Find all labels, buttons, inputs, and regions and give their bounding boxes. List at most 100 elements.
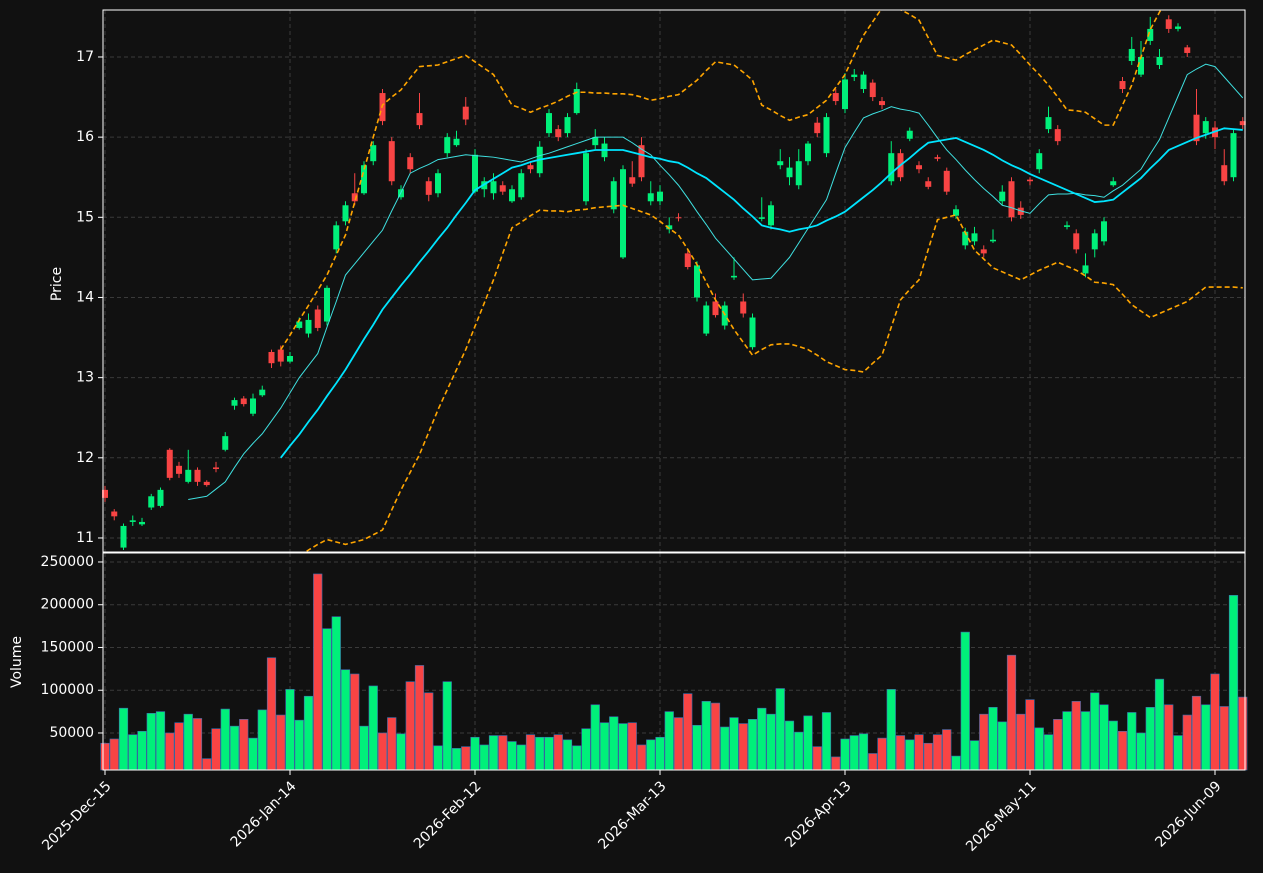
volume-bar <box>951 755 961 771</box>
candle-body <box>934 157 941 159</box>
candle-body <box>231 400 238 406</box>
volume-bar <box>498 735 508 771</box>
candle-body <box>296 321 303 328</box>
candle-body <box>638 145 645 178</box>
candle-body <box>731 275 737 278</box>
candle-body <box>287 355 293 362</box>
volume-bar <box>1228 595 1239 771</box>
volume-bar <box>886 689 896 771</box>
candle-body <box>814 122 821 134</box>
volume-bar <box>1034 727 1044 771</box>
candle-body <box>555 129 562 138</box>
volume-bar <box>544 736 554 771</box>
candle-body <box>1165 19 1172 29</box>
volume-bar <box>757 707 767 771</box>
volume-bar <box>969 740 980 771</box>
candle-body <box>1045 117 1052 130</box>
volume-bar <box>794 731 804 771</box>
candle-body <box>1054 129 1061 142</box>
y-tick-label: 12 <box>76 450 94 466</box>
candle-body <box>305 319 312 334</box>
volume-bar <box>155 711 166 771</box>
candle-body <box>999 191 1006 202</box>
volume-bar <box>1053 718 1063 771</box>
candle-body <box>805 143 811 162</box>
candle-body <box>916 165 922 170</box>
candle-body <box>851 74 858 78</box>
volume-bar <box>294 719 304 771</box>
candle-body <box>194 469 201 482</box>
volume-bar <box>1145 707 1155 771</box>
candle-body <box>777 161 784 166</box>
volume-bar <box>303 695 314 771</box>
volume-bar <box>1210 673 1220 771</box>
volume-bar <box>128 734 138 771</box>
volume-bar <box>701 701 711 771</box>
marks <box>100 15 1248 771</box>
volume-bar <box>858 733 869 771</box>
candle-body <box>120 525 127 548</box>
candle-body <box>832 93 839 102</box>
volume-bar <box>868 753 878 771</box>
candle-body <box>620 169 626 258</box>
volume-bar <box>525 734 536 771</box>
volume-bar <box>821 712 832 771</box>
candle-body <box>768 205 774 226</box>
candle-body <box>842 79 848 110</box>
candle-body <box>1147 28 1154 41</box>
volume-bar <box>664 711 674 771</box>
candle-body <box>675 217 682 219</box>
volume-bar <box>322 628 332 771</box>
candle-body <box>333 225 340 250</box>
candle-body <box>610 181 617 210</box>
candle-body <box>629 177 636 184</box>
volume-bar <box>1006 654 1017 771</box>
volume-bar <box>276 714 286 771</box>
candle-body <box>490 181 497 194</box>
volume-bar <box>960 631 970 771</box>
volume-bar <box>488 735 499 771</box>
volume-bar <box>377 732 388 771</box>
price-frame <box>102 9 1246 553</box>
volume-bar <box>553 734 563 771</box>
candle-body <box>370 145 377 162</box>
volume-bar <box>1090 692 1100 771</box>
volume-bar <box>1201 704 1211 771</box>
volume-bar <box>405 681 415 771</box>
volume-bar <box>914 734 924 771</box>
volume-bar <box>442 681 452 771</box>
candle-body <box>462 106 469 120</box>
candle-body <box>1082 265 1089 274</box>
volume-bar <box>1062 711 1072 771</box>
volume-bar <box>1173 735 1183 771</box>
candle-body <box>657 191 663 202</box>
candle-body <box>102 489 108 498</box>
indicator-line <box>280 10 1162 351</box>
candle-body <box>1064 225 1070 227</box>
volume-bar <box>1191 695 1202 771</box>
indicator-line <box>188 63 1244 500</box>
candle-body <box>749 317 756 348</box>
volume-bar <box>266 657 277 771</box>
candle-body <box>869 82 876 98</box>
candle-body <box>1110 181 1117 186</box>
y-tick-label: 15 <box>76 209 94 225</box>
volume-bar <box>646 739 656 771</box>
volume-bar <box>1238 696 1248 771</box>
candle-body <box>259 389 266 396</box>
volume-bar <box>673 717 684 771</box>
candle-body <box>758 217 765 219</box>
candle-body <box>795 161 802 186</box>
candle-body <box>1036 153 1043 170</box>
volume-bar <box>220 708 230 771</box>
volume-bar <box>609 716 619 771</box>
candle-body <box>1175 26 1181 29</box>
volume-bar <box>165 732 175 771</box>
volume-bar <box>202 758 212 771</box>
candle-body <box>268 351 275 364</box>
volume-bar <box>923 742 933 771</box>
volume-bar <box>248 737 258 771</box>
volume-bar <box>229 725 240 771</box>
volume-bar <box>618 723 628 771</box>
volume-bar <box>211 728 221 771</box>
